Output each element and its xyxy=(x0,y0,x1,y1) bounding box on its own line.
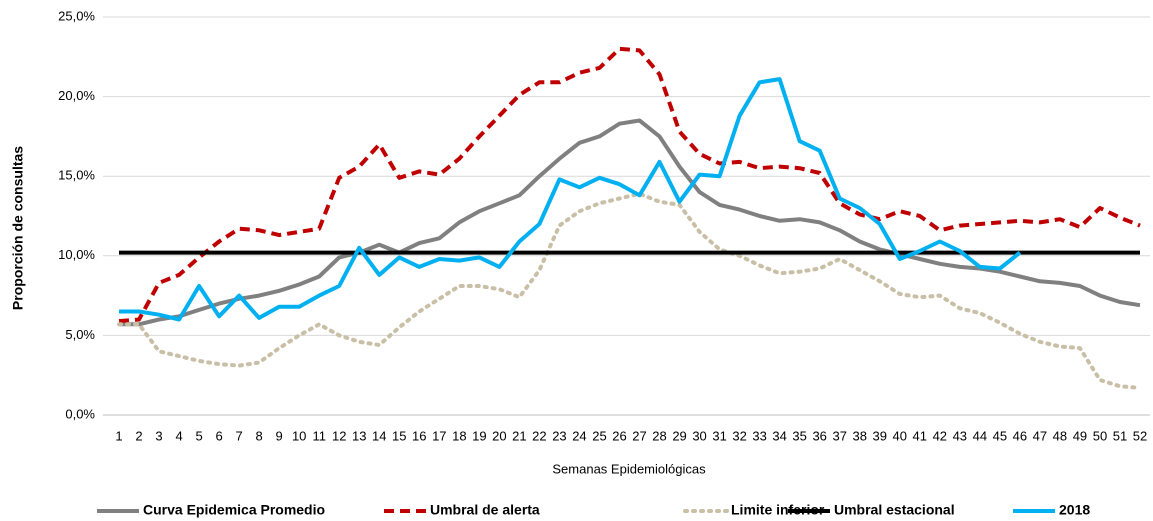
x-tick-label: 44 xyxy=(973,428,987,443)
x-tick-label: 7 xyxy=(236,428,243,443)
x-tick-label: 30 xyxy=(692,428,706,443)
x-tick-label: 18 xyxy=(452,428,466,443)
x-tick-label: 45 xyxy=(993,428,1007,443)
x-tick-label: 31 xyxy=(712,428,726,443)
x-tick-label: 46 xyxy=(1013,428,1027,443)
x-tick-label: 36 xyxy=(812,428,826,443)
x-tick-label: 34 xyxy=(772,428,786,443)
legend-label: Limite inferior xyxy=(731,502,825,518)
legend-label: Curva Epidemica Promedio xyxy=(143,502,325,518)
x-tick-label: 24 xyxy=(572,428,586,443)
x-tick-label: 4 xyxy=(175,428,182,443)
x-tick-label: 15 xyxy=(392,428,406,443)
x-tick-label: 27 xyxy=(632,428,646,443)
legend: Curva Epidemica Promedio Umbral de alerta… xyxy=(97,502,1090,518)
y-axis-label: Proporción de consultas xyxy=(10,146,26,310)
x-tick-label: 41 xyxy=(913,428,927,443)
x-tick-label: 26 xyxy=(612,428,626,443)
legend-label: Umbral de alerta xyxy=(430,502,540,518)
x-tick-label: 33 xyxy=(752,428,766,443)
x-tick-label: 20 xyxy=(492,428,506,443)
x-tick-label: 19 xyxy=(472,428,486,443)
x-tick-label: 5 xyxy=(195,428,202,443)
x-tick-label: 35 xyxy=(792,428,806,443)
x-tick-label: 2 xyxy=(135,428,142,443)
x-tick-label: 49 xyxy=(1073,428,1087,443)
y-tick-label: 5,0% xyxy=(65,327,95,342)
x-tick-label: 52 xyxy=(1133,428,1147,443)
x-tick-label: 38 xyxy=(852,428,866,443)
x-tick-label: 3 xyxy=(155,428,162,443)
y-tick-label: 20,0% xyxy=(58,88,95,103)
y-tick-label: 10,0% xyxy=(58,247,95,262)
series-line xyxy=(118,46,1141,324)
x-tick-label: 28 xyxy=(652,428,666,443)
x-tick-label: 40 xyxy=(893,428,907,443)
x-tick-label: 14 xyxy=(372,428,386,443)
x-tick-label: 42 xyxy=(933,428,947,443)
x-tick-label: 21 xyxy=(512,428,526,443)
y-tick-label: 25,0% xyxy=(58,8,95,23)
x-tick-label: 43 xyxy=(953,428,967,443)
x-tick-label: 1 xyxy=(115,428,122,443)
x-tick-label: 25 xyxy=(592,428,606,443)
x-tick-label: 9 xyxy=(276,428,283,443)
x-tick-label: 16 xyxy=(412,428,426,443)
x-tick-label: 47 xyxy=(1033,428,1047,443)
x-tick-label: 8 xyxy=(256,428,263,443)
legend-label: 2018 xyxy=(1059,502,1090,518)
x-tick-label: 12 xyxy=(332,428,346,443)
series-line xyxy=(119,77,1022,322)
x-tick-label: 11 xyxy=(312,428,326,443)
x-tick-label: 29 xyxy=(672,428,686,443)
x-tick-label: 37 xyxy=(832,428,846,443)
x-tick-label: 23 xyxy=(552,428,566,443)
x-tick-label: 17 xyxy=(432,428,446,443)
x-axis-label: Semanas Epidemiológicas xyxy=(552,461,706,476)
x-tick-label: 51 xyxy=(1113,428,1127,443)
series-line xyxy=(117,191,1142,390)
x-tick-label: 22 xyxy=(532,428,546,443)
x-tick-label: 39 xyxy=(873,428,887,443)
y-tick-label: 15,0% xyxy=(58,168,95,183)
legend-label: Umbral estacional xyxy=(834,502,955,518)
x-tick-label: 50 xyxy=(1093,428,1107,443)
x-tick-label: 6 xyxy=(215,428,222,443)
x-tick-label: 48 xyxy=(1053,428,1067,443)
x-tick-label: 10 xyxy=(292,428,306,443)
x-tick-label: 13 xyxy=(352,428,366,443)
series-line xyxy=(119,118,1141,327)
x-tick-label: 32 xyxy=(732,428,746,443)
y-tick-label: 0,0% xyxy=(65,406,95,421)
